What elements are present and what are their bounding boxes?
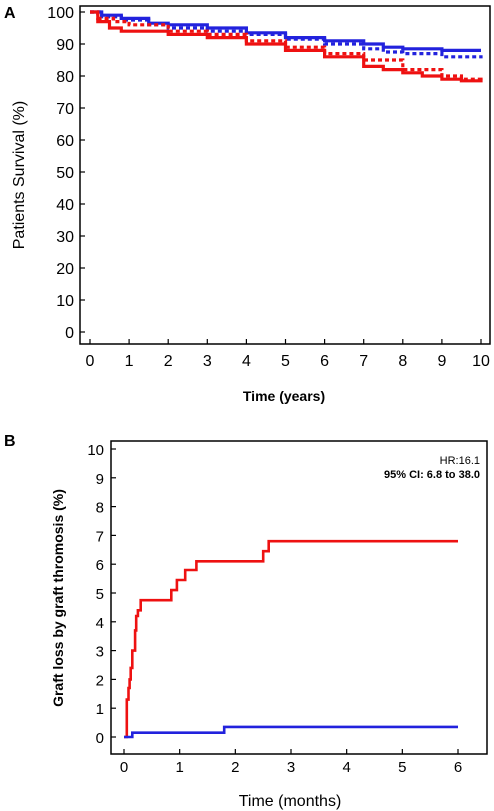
- panel-b-ci-annotation: 95% CI: 6.8 to 38.0: [384, 469, 480, 481]
- panel-b-x-tick-label: 4: [342, 759, 350, 776]
- panel-a-y-tick-label: 90: [56, 37, 74, 54]
- panel-a-y-tick-label: 40: [56, 197, 74, 214]
- panel-b-x-tick-label: 6: [454, 759, 462, 776]
- panel-a-x-tick-label: 0: [86, 353, 95, 370]
- panel-b-x-ticks: 0 1 2 3 4 5 6: [120, 749, 462, 776]
- panel-a-y-tick-label: 70: [56, 101, 74, 118]
- panel-a-series: [90, 10, 483, 83]
- panel-b-hr-annotation: HR:16.1: [440, 455, 480, 467]
- panel-a-x-tick-label: 6: [320, 353, 329, 370]
- panel-b-x-axis-label: Time (months): [239, 793, 342, 810]
- panel-b-y-tick-label: 4: [96, 615, 104, 632]
- panel-b-series-line-1: [124, 539, 458, 739]
- panel-b-y-tick-label: 1: [96, 701, 104, 718]
- panel-b-x-tick-label: 3: [287, 759, 295, 776]
- panel-a-y-tick-label: 50: [56, 165, 74, 182]
- panel-a-x-tick-label: 5: [281, 353, 290, 370]
- panel-b-series: [124, 539, 458, 739]
- panel-b-y-tick-label: 2: [96, 672, 104, 689]
- panel-a-y-axis-label: Patients Survival (%): [11, 101, 28, 250]
- panel-b-y-tick-label: 9: [96, 471, 104, 488]
- panel-b-series-line-2: [124, 725, 458, 739]
- panel-b-y-tick-label: 8: [96, 500, 104, 517]
- panel-b-x-tick-label: 2: [231, 759, 239, 776]
- panel-a-label: A: [4, 5, 16, 22]
- panel-b-x-tick-label: 0: [120, 759, 128, 776]
- panel-b-y-ticks: 0 1 2 3 4 5 6 7 8 9 10: [87, 442, 116, 747]
- panel-a-x-tick-label: 7: [359, 353, 368, 370]
- panel-a-x-tick-label: 9: [437, 353, 446, 370]
- panel-a-y-tick-label: 60: [56, 133, 74, 150]
- panel-b-y-tick-label: 3: [96, 644, 104, 661]
- panel-b-y-tick-label: 0: [96, 730, 104, 747]
- panel-a-y-tick-label: 100: [47, 5, 74, 22]
- panel-b-x-tick-label: 5: [398, 759, 406, 776]
- panel-b-y-tick-label: 6: [96, 557, 104, 574]
- panel-a-y-ticks: 0 10 20 30 40 50 60 70 80 90 100: [47, 5, 85, 342]
- panel-a-y-tick-label: 0: [65, 325, 74, 342]
- panel-b-y-axis-label: Graft loss by graft thromosis (%): [50, 489, 66, 707]
- panel-b-y-tick-label: 10: [87, 442, 104, 459]
- panel-a-y-tick-label: 10: [56, 293, 74, 310]
- panel-b-x-tick-label: 1: [175, 759, 183, 776]
- panel-b-y-tick-label: 7: [96, 528, 104, 545]
- panel-a-series-line-4: [90, 10, 483, 81]
- panel-a-x-tick-label: 10: [472, 353, 490, 370]
- panel-a-y-tick-label: 30: [56, 229, 74, 246]
- panel-a-x-tick-label: 8: [398, 353, 407, 370]
- panel-a-series-line-3: [90, 10, 483, 83]
- panel-a-x-axis-label: Time (years): [243, 388, 325, 404]
- panel-a-x-tick-label: 4: [242, 353, 251, 370]
- panel-a-x-ticks: 0 1 2 3 4 5 6 7 8 9 10: [86, 339, 490, 370]
- panel-b-label: B: [4, 433, 16, 450]
- panel-a-y-tick-label: 80: [56, 69, 74, 86]
- panel-b: B 0 1 2 3 4 5 6 7 8 9 10 0 1 2 3 4 5 6 HR:16.1 95% CI: 6…: [4, 433, 488, 810]
- panel-a-y-tick-label: 20: [56, 261, 74, 278]
- panel-a: A 0 10 20 30 40 50 60 70 80 90 100 0 1 2 3 4 5 6 7 8 9 10 Pa…: [4, 5, 491, 404]
- panel-a-x-tick-label: 2: [164, 353, 173, 370]
- panel-b-y-tick-label: 5: [96, 586, 104, 603]
- panel-a-x-tick-label: 3: [203, 353, 212, 370]
- panel-a-x-tick-label: 1: [125, 353, 134, 370]
- panel-a-plot-frame: [79, 5, 491, 345]
- panel-b-plot-frame: [110, 440, 488, 755]
- panel-a-series-line-2: [90, 10, 483, 59]
